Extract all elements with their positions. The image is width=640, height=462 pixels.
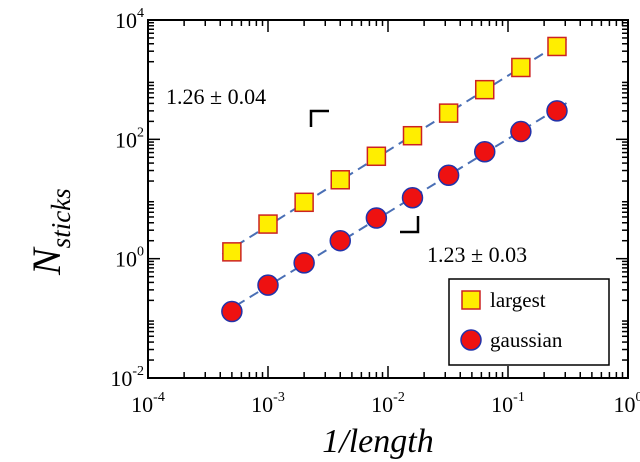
fit-line-gaussian [221, 102, 568, 315]
marker-largest [330, 170, 350, 190]
marker-gaussian [329, 229, 351, 252]
x-tick-label: 10-2 [371, 390, 405, 417]
y-axis-title-subscript: sticks [46, 188, 76, 248]
legend-label-largest: largest [490, 288, 546, 312]
slope-bracket-gaussian [400, 216, 420, 234]
marker-gaussian [546, 100, 568, 122]
y-tick-label: 102 [115, 125, 144, 152]
marker-gaussian [293, 252, 315, 274]
marker-largest [258, 214, 278, 234]
slope-annotation-gaussian: 1.23 ± 0.03 [427, 242, 527, 267]
y-axis-title-base: N [24, 246, 69, 276]
slope-annotation-largest: 1.26 ± 0.04 [166, 84, 266, 109]
legend-marker-largest [461, 290, 481, 310]
marker-largest [366, 146, 387, 167]
x-tick-labels: 10-4 10-3 10-2 10-1 100 [131, 390, 640, 417]
marker-largest [222, 242, 242, 262]
marker-gaussian [473, 140, 496, 163]
marker-gaussian [437, 164, 460, 187]
legend-label-gaussian: gaussian [490, 328, 563, 352]
marker-gaussian [257, 274, 279, 296]
x-tick-label: 10-1 [491, 390, 525, 417]
slope-bracket-largest [309, 109, 329, 127]
x-axis-title: 1/length [322, 423, 433, 460]
marker-largest [474, 79, 495, 100]
marker-largest [511, 57, 531, 78]
marker-gaussian [401, 186, 424, 209]
fit-lines [221, 38, 568, 315]
marker-gaussian [221, 300, 243, 323]
marker-gaussian [510, 120, 532, 143]
legend: largest gaussian [448, 278, 610, 366]
y-axis-title: Nsticks [24, 188, 76, 276]
x-tick-label: 100 [614, 390, 640, 417]
marker-largest [547, 36, 567, 57]
plot-frame [147, 19, 629, 379]
y-tick-label: 100 [115, 245, 144, 272]
svg-text:Nsticks: Nsticks [24, 188, 76, 276]
marker-largest [438, 103, 459, 123]
x-tick-label: 10-4 [131, 390, 165, 417]
y-tick-label: 10-2 [110, 364, 144, 391]
fit-line-largest [221, 38, 568, 256]
legend-marker-gaussian [460, 329, 482, 351]
marker-largest [294, 192, 314, 213]
data-marks [221, 36, 568, 323]
marker-gaussian [365, 207, 388, 229]
x-tick-label: 10-3 [251, 390, 285, 417]
y-tick-label: 104 [115, 6, 144, 33]
y-tick-labels: 10-2 100 102 104 [110, 6, 144, 391]
marker-largest [402, 125, 423, 146]
